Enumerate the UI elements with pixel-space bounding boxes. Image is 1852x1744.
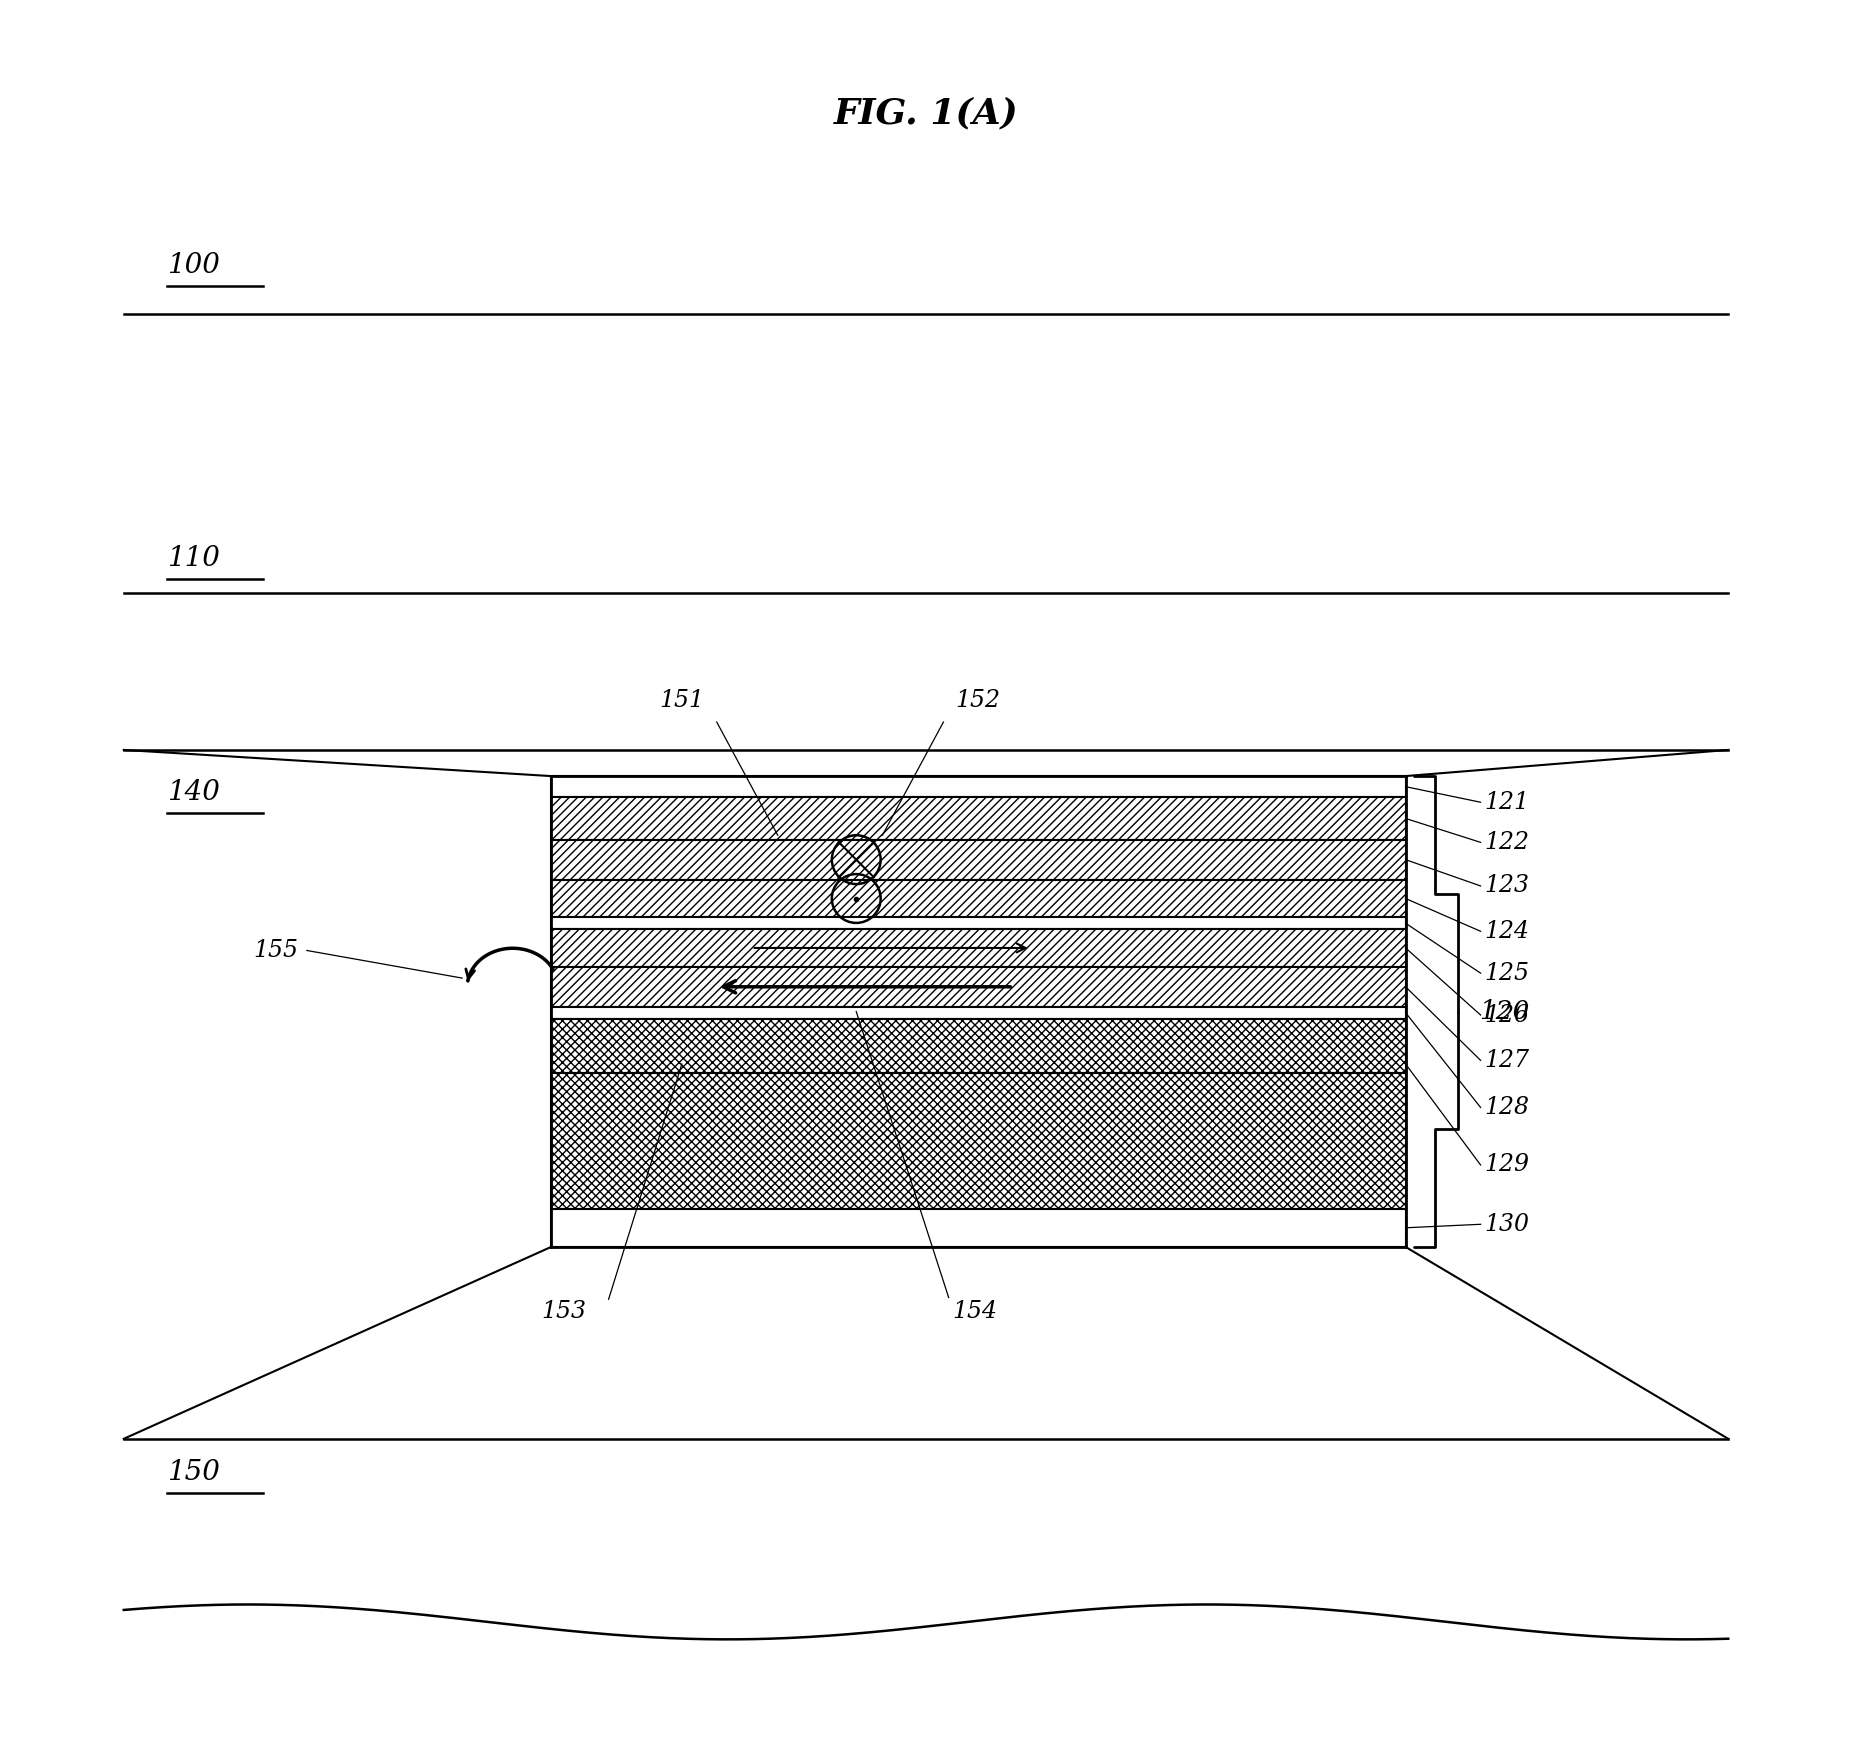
Text: 121: 121: [1483, 790, 1530, 814]
Bar: [552, 839, 1406, 879]
Text: FIG. 1(A): FIG. 1(A): [833, 96, 1019, 131]
Text: 130: 130: [1483, 1212, 1530, 1236]
Text: 124: 124: [1483, 919, 1530, 944]
Bar: [552, 930, 1406, 966]
Text: 125: 125: [1483, 961, 1530, 985]
Bar: [552, 1018, 1406, 1073]
Text: 153: 153: [541, 1299, 585, 1324]
Text: 110: 110: [167, 546, 220, 572]
Text: 126: 126: [1483, 1003, 1530, 1027]
Bar: [552, 776, 1406, 797]
Text: 100: 100: [167, 253, 220, 279]
Text: 150: 150: [167, 1460, 220, 1486]
Bar: [552, 1073, 1406, 1209]
Text: 140: 140: [167, 780, 220, 806]
Text: 129: 129: [1483, 1153, 1530, 1177]
Bar: [552, 879, 1406, 917]
Text: 120: 120: [1480, 999, 1530, 1024]
Text: 128: 128: [1483, 1095, 1530, 1120]
Text: 123: 123: [1483, 874, 1530, 898]
Bar: [552, 966, 1406, 1006]
Bar: [552, 1006, 1406, 1018]
Bar: [552, 797, 1406, 839]
Text: 151: 151: [659, 689, 704, 712]
Text: 122: 122: [1483, 830, 1530, 855]
Text: 152: 152: [956, 689, 1000, 712]
Text: 154: 154: [952, 1299, 996, 1324]
Text: 155: 155: [254, 938, 298, 963]
Text: 127: 127: [1483, 1048, 1530, 1073]
Bar: [552, 1209, 1406, 1247]
Bar: [552, 917, 1406, 930]
